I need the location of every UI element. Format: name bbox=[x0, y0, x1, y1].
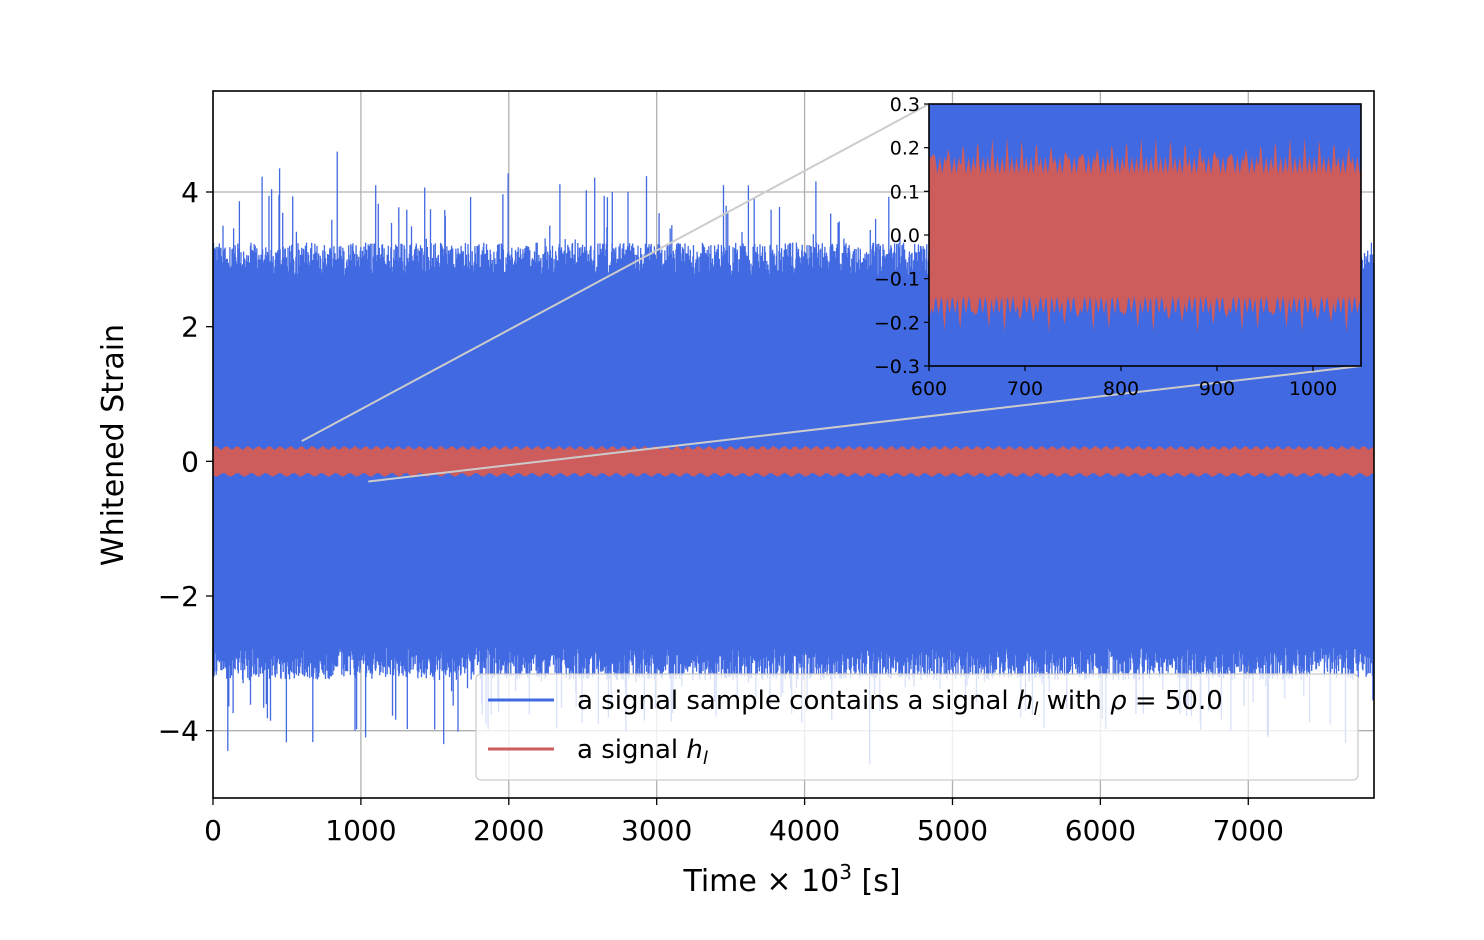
inset-x-tick-label: 600 bbox=[911, 378, 947, 400]
inset-connector-top bbox=[301, 103, 930, 443]
inset-y-tick-label: 0.3 bbox=[890, 94, 920, 116]
inset-y-tick-label: −0.3 bbox=[874, 356, 920, 378]
main-axes-frame bbox=[212, 90, 1375, 799]
inset-y-ticks: 0.3 0.2 0.1 0.0 −0.1 −0.2 −0.3 bbox=[874, 94, 929, 378]
y-tick-label: 2 bbox=[181, 311, 199, 344]
x-tick-label: 1000 bbox=[325, 814, 396, 847]
y-tick-label: 0 bbox=[181, 445, 199, 478]
x-axis-label: Time × 103 [s] bbox=[682, 860, 900, 899]
inset-y-tick-label: 0.1 bbox=[890, 181, 920, 203]
x-tick-label: 5000 bbox=[917, 814, 988, 847]
inset-y-tick-label: 0.0 bbox=[890, 225, 920, 247]
inset-series-signal-hl bbox=[929, 136, 1361, 333]
inset-connector-bottom bbox=[368, 365, 1362, 483]
inset-y-tick-label: −0.2 bbox=[874, 312, 920, 334]
inset-y-tick-label: 0.2 bbox=[890, 138, 920, 160]
x-tick-label: 4000 bbox=[769, 814, 840, 847]
legend-label-signal-hl: a signal hl bbox=[577, 735, 708, 769]
x-axis-ticks: 0 1000 2000 3000 4000 5000 6000 7000 bbox=[204, 798, 1284, 847]
x-tick-label: 0 bbox=[204, 814, 222, 847]
y-tick-label: −4 bbox=[158, 715, 199, 748]
inset-y-tick-label: −0.1 bbox=[874, 269, 920, 291]
x-tick-label: 2000 bbox=[473, 814, 544, 847]
y-axis-label: Whitened Strain bbox=[96, 324, 131, 566]
legend-label-signal-sample: a signal sample contains a signal hl wit… bbox=[577, 686, 1223, 720]
inset-x-tick-label: 900 bbox=[1199, 378, 1235, 400]
legend-box bbox=[475, 673, 1359, 781]
inset-x-tick-label: 700 bbox=[1007, 378, 1043, 400]
y-tick-label: −2 bbox=[158, 580, 199, 613]
inset-x-tick-label: 800 bbox=[1103, 378, 1139, 400]
x-tick-label: 3000 bbox=[621, 814, 692, 847]
inset-x-ticks: 600 700 800 900 1000 bbox=[911, 366, 1337, 400]
inset-chart: 600 700 800 900 1000 0.3 0.2 0.1 0.0 −0.1 −0.2 −0.… bbox=[874, 94, 1362, 400]
series-signal-hl-band bbox=[213, 445, 1374, 477]
y-axis-ticks: 4 2 0 −2 −4 bbox=[158, 176, 213, 748]
inset-x-tick-label: 1000 bbox=[1289, 378, 1337, 400]
x-tick-label: 7000 bbox=[1213, 814, 1284, 847]
x-tick-label: 6000 bbox=[1065, 814, 1136, 847]
y-tick-label: 4 bbox=[181, 176, 199, 209]
legend: a signal sample contains a signal hl wit… bbox=[475, 673, 1359, 781]
